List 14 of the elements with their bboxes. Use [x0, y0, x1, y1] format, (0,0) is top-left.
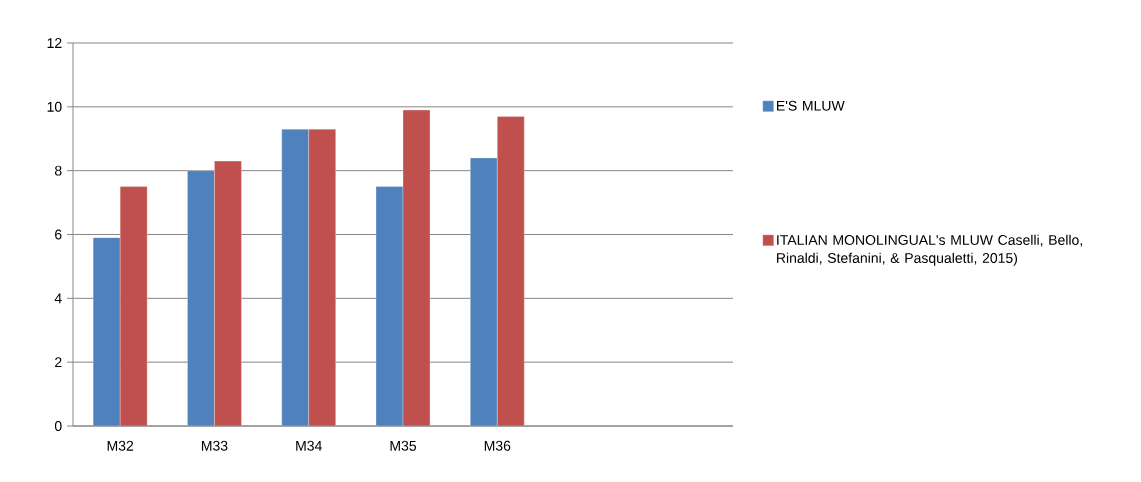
legend-label: ITALIAN MONOLINGUAL's MLUW Caselli, Bello, Rinaldi, Stefanini, & Pasqualetti, 2015) [777, 234, 1082, 266]
y-tick-label: 8 [54, 165, 62, 176]
x-tick-label: M32 [107, 440, 134, 451]
x-tick-label: M35 [390, 440, 417, 451]
legend-label: E'S MLUW [777, 100, 845, 111]
y-tick-label: 6 [55, 229, 62, 240]
y-tick-label: 10 [47, 101, 62, 112]
y-tick-label: 4 [54, 293, 62, 304]
x-tick-label: M33 [201, 440, 228, 451]
y-tick-label: 0 [54, 421, 62, 431]
y-tick-label: 12 [47, 38, 62, 48]
y-tick-label: 2 [55, 357, 62, 368]
x-tick-label: M34 [296, 440, 322, 451]
x-tick-label: M36 [484, 440, 511, 451]
